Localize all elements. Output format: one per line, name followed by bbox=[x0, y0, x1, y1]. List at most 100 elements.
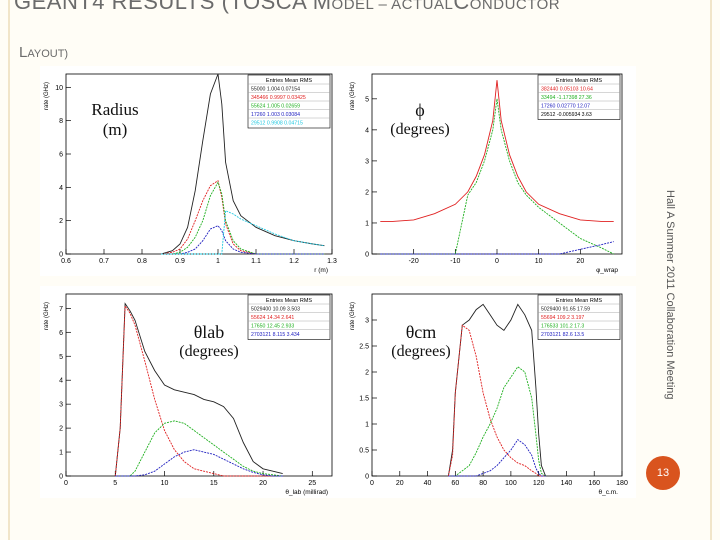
series-line-3 bbox=[161, 225, 325, 255]
chart-svg: 0 20 40 60 80 100 120 140 160 180 0 0.5 1 1.5 2 2.5 3 rat… bbox=[350, 293, 628, 496]
stats-row: 17650 12.45 2.933 bbox=[251, 324, 294, 330]
x-tick-label: 0.8 bbox=[137, 258, 147, 265]
overlay-radius: Radius (m) bbox=[91, 100, 139, 139]
y-tick-label: 1.5 bbox=[359, 396, 369, 403]
x-tick-label: -10 bbox=[450, 258, 460, 265]
x-tick-label: 1.2 bbox=[289, 258, 299, 265]
x-tick-label: 100 bbox=[505, 480, 517, 487]
y-tick-label: 7 bbox=[59, 306, 63, 313]
y-tick-label: 4 bbox=[59, 185, 63, 192]
stats-row: 17260 1.003 0.03084 bbox=[251, 112, 300, 118]
series-line-0 bbox=[114, 302, 283, 477]
x-axis-label: φ_wrap bbox=[596, 267, 618, 274]
title-small-2: ONDUCTOR bbox=[469, 0, 561, 13]
x-tick-label: 5 bbox=[113, 480, 117, 487]
y-tick-label: 5 bbox=[59, 354, 63, 361]
x-axis-label: θ_c.m. bbox=[598, 489, 618, 496]
y-tick-label: 0 bbox=[365, 252, 369, 259]
y-tick-label: 1 bbox=[365, 220, 369, 227]
chart-theta-lab: 0 5 10 15 20 25 0 1 2 3 4 5 6 7 rate (GHz) θ_lab (milli… bbox=[40, 286, 346, 498]
y-tick-label: 0.5 bbox=[359, 448, 369, 455]
x-tick-label: 0.9 bbox=[175, 258, 185, 265]
title-line2-l: L bbox=[19, 44, 28, 61]
x-tick-label: 0 bbox=[64, 480, 68, 487]
slide-title: GEANT4 RESULTS (TOSCA MODEL – ACTUALCOND… bbox=[14, 0, 560, 15]
x-tick-label: -20 bbox=[409, 258, 419, 265]
title-c: C bbox=[453, 0, 470, 14]
y-tick-label: 10 bbox=[55, 85, 63, 92]
series-line-0 bbox=[447, 303, 547, 477]
chart-svg: 0.6 0.7 0.8 0.9 1 1.1 1.2 1.3 0 2 4 6 8 10 rate (GHz) r… bbox=[44, 73, 337, 274]
series-line-3 bbox=[115, 449, 283, 477]
conference-side-text: Hall A Summer 2011 Collaboration Meeting bbox=[664, 190, 676, 400]
phi-unit: (degrees) bbox=[390, 120, 450, 138]
x-tick-label: 20 bbox=[396, 480, 404, 487]
x-tick-label: 1.1 bbox=[251, 258, 261, 265]
y-tick-label: 4 bbox=[365, 127, 369, 134]
chart-phi: -20 -10 0 10 20 0 1 2 3 4 5 rate (GHz) φ_wrap Entries… bbox=[346, 66, 636, 276]
y-tick-label: 0 bbox=[59, 252, 63, 259]
x-tick-label: 0.6 bbox=[61, 258, 71, 265]
x-tick-label: 10 bbox=[535, 258, 543, 265]
stats-header: Entries Mean RMS bbox=[556, 78, 602, 84]
stats-row: 2703121 8.115 3.434 bbox=[251, 332, 300, 338]
chart-radius: 0.6 0.7 0.8 0.9 1 1.1 1.2 1.3 0 2 4 6 8 10 rate (GHz) r… bbox=[40, 66, 346, 276]
overlay-theta-cm: θcm (degrees) bbox=[378, 322, 464, 361]
x-tick-label: 15 bbox=[210, 480, 218, 487]
x-tick-label: 140 bbox=[561, 480, 573, 487]
overlay-phi: ϕ (degrees) bbox=[380, 100, 460, 139]
y-tick-label: 1 bbox=[365, 422, 369, 429]
phi-symbol: ϕ bbox=[415, 100, 425, 120]
y-tick-label: 4 bbox=[59, 378, 63, 385]
stats-header: Entries Mean RMS bbox=[556, 298, 602, 304]
series-line-1 bbox=[160, 179, 325, 255]
series-line-0 bbox=[380, 80, 614, 222]
y-tick-label: 6 bbox=[59, 330, 63, 337]
chart-svg: -20 -10 0 10 20 0 1 2 3 4 5 rate (GHz) φ_wrap Entries… bbox=[350, 73, 623, 274]
page-number-badge: 13 bbox=[646, 456, 680, 490]
x-tick-label: 180 bbox=[616, 480, 628, 487]
y-axis-label: rate (GHz) bbox=[44, 302, 50, 330]
stats-row: 55694 109.2 3.197 bbox=[541, 315, 584, 321]
stats-row: 33494 -1.17398 27.36 bbox=[541, 95, 592, 101]
y-tick-label: 6 bbox=[59, 152, 63, 159]
x-axis-label: θ_lab (millirad) bbox=[285, 489, 328, 496]
x-axis-label: r (m) bbox=[314, 267, 328, 274]
stats-header: Entries Mean RMS bbox=[266, 78, 312, 84]
stats-row: 55000 1.004 0.07154 bbox=[251, 87, 300, 93]
stats-row: 55624 1.005 0.02659 bbox=[251, 104, 300, 110]
title-line2-rest: AYOUT) bbox=[27, 48, 69, 60]
x-tick-label: 120 bbox=[533, 480, 545, 487]
series-line-2 bbox=[448, 366, 546, 477]
title-main: GEANT4 RESULTS (TOSCA M bbox=[14, 0, 332, 14]
y-tick-label: 3 bbox=[365, 318, 369, 325]
series-line-1 bbox=[114, 304, 283, 477]
stats-row: 5029400 91.65 17.59 bbox=[541, 307, 590, 313]
series-line-2 bbox=[115, 420, 283, 477]
slide-right-border bbox=[710, 0, 712, 540]
x-tick-label: 160 bbox=[588, 480, 600, 487]
y-tick-label: 0 bbox=[365, 474, 369, 481]
stats-box bbox=[247, 294, 331, 340]
series-line-2 bbox=[380, 241, 614, 255]
title-small-1: ODEL – ACTUAL bbox=[331, 0, 454, 13]
stats-row: 5029400 10.09 3.503 bbox=[251, 307, 300, 313]
x-tick-label: 80 bbox=[479, 480, 487, 487]
stats-header: Entries Mean RMS bbox=[266, 298, 312, 304]
chart-theta-cm: 0 20 40 60 80 100 120 140 160 180 0 0.5 1 1.5 2 2.5 3 rat… bbox=[346, 286, 636, 498]
y-tick-label: 2 bbox=[365, 370, 369, 377]
chart-svg: 0 5 10 15 20 25 0 1 2 3 4 5 6 7 rate (GHz) θ_lab (milli… bbox=[44, 293, 333, 496]
slide-left-border bbox=[8, 0, 10, 540]
y-tick-label: 5 bbox=[365, 96, 369, 103]
x-tick-label: 40 bbox=[424, 480, 432, 487]
stats-box bbox=[537, 74, 621, 120]
overlay-theta-lab: θlab (degrees) bbox=[166, 322, 252, 361]
x-tick-label: 60 bbox=[451, 480, 459, 487]
x-tick-label: 25 bbox=[308, 480, 316, 487]
y-tick-label: 2 bbox=[59, 426, 63, 433]
stats-row: 382440 0.05103 10.64 bbox=[541, 87, 593, 93]
y-tick-label: 3 bbox=[59, 402, 63, 409]
x-tick-label: 1 bbox=[216, 258, 220, 265]
y-tick-label: 0 bbox=[59, 474, 63, 481]
y-tick-label: 2 bbox=[59, 218, 63, 225]
